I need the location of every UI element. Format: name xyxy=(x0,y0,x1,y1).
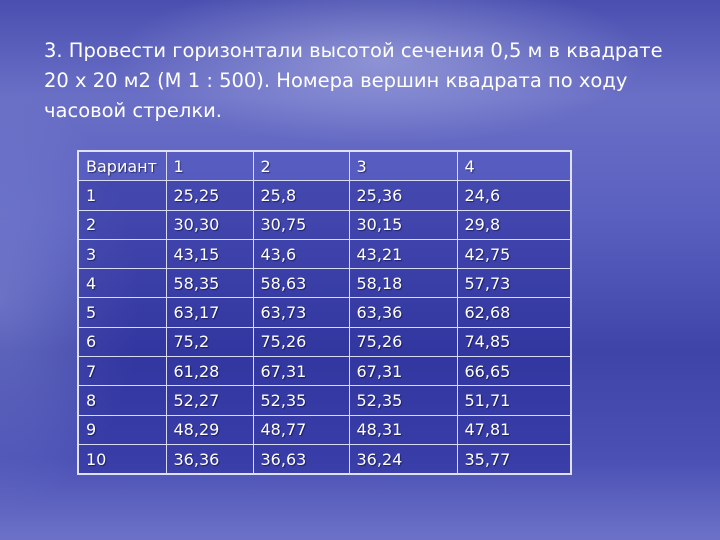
table-cell: 25,8 xyxy=(252,180,350,211)
header-cell: 4 xyxy=(456,150,572,182)
table-cell: 75,26 xyxy=(348,326,458,358)
header-cell: 3 xyxy=(348,150,458,182)
table-cell: 35,77 xyxy=(456,443,572,475)
variants-table: Вариант 1 2 3 4 1 25,25 25,8 25,36 24,6 2 30,30 30,7… xyxy=(77,150,572,476)
table-cell: 51,71 xyxy=(456,385,572,416)
table-row: 2 30,30 30,75 30,15 29,8 xyxy=(77,209,572,240)
table-cell: 58,18 xyxy=(348,268,458,299)
table-row: 4 58,35 58,63 58,18 57,73 xyxy=(77,268,572,299)
table-cell: 43,21 xyxy=(348,238,458,270)
table-cell: 43,15 xyxy=(165,238,254,270)
table-cell: 6 xyxy=(77,326,167,358)
table-cell: 42,75 xyxy=(456,238,572,270)
table-cell: 57,73 xyxy=(456,268,572,299)
table-cell: 4 xyxy=(77,268,167,299)
table-cell: 47,81 xyxy=(456,414,572,445)
table-row: 10 36,36 36,63 36,24 35,77 xyxy=(77,443,572,475)
table-cell: 58,35 xyxy=(165,268,254,299)
table-cell: 30,30 xyxy=(165,209,254,240)
table-cell: 75,2 xyxy=(165,326,254,358)
table-row: 8 52,27 52,35 52,35 51,71 xyxy=(77,385,572,416)
table-cell: 5 xyxy=(77,297,167,328)
header-row: Вариант 1 2 3 4 xyxy=(77,150,572,182)
table-cell: 48,31 xyxy=(348,414,458,445)
table-row: 5 63,17 63,73 63,36 62,68 xyxy=(77,297,572,328)
table-cell: 3 xyxy=(77,238,167,270)
table-cell: 29,8 xyxy=(456,209,572,240)
table-cell: 43,6 xyxy=(252,238,350,270)
table-cell: 52,35 xyxy=(252,385,350,416)
table-row: 1 25,25 25,8 25,36 24,6 xyxy=(77,180,572,211)
table-cell: 36,63 xyxy=(252,443,350,475)
table-cell: 63,36 xyxy=(348,297,458,328)
table-cell: 7 xyxy=(77,356,167,387)
table-cell: 36,24 xyxy=(348,443,458,475)
table-row: 6 75,2 75,26 75,26 74,85 xyxy=(77,326,572,358)
table-cell: 63,73 xyxy=(252,297,350,328)
header-cell: 1 xyxy=(165,150,254,182)
header-cell: Вариант xyxy=(77,150,167,182)
table-cell: 63,17 xyxy=(165,297,254,328)
table-cell: 52,27 xyxy=(165,385,254,416)
table-row: 9 48,29 48,77 48,31 47,81 xyxy=(77,414,572,445)
header-cell: 2 xyxy=(252,150,350,182)
table-row: 7 61,28 67,31 67,31 66,65 xyxy=(77,356,572,387)
table-cell: 30,15 xyxy=(348,209,458,240)
table-cell: 61,28 xyxy=(165,356,254,387)
table-cell: 48,77 xyxy=(252,414,350,445)
table-cell: 8 xyxy=(77,385,167,416)
table-cell: 1 xyxy=(77,180,167,211)
table-cell: 67,31 xyxy=(252,356,350,387)
table-cell: 48,29 xyxy=(165,414,254,445)
slide-title: 3. Провести горизонтали высотой сечения … xyxy=(44,39,663,122)
table-cell: 36,36 xyxy=(165,443,254,475)
table-cell: 75,26 xyxy=(252,326,350,358)
table-cell: 25,25 xyxy=(165,180,254,211)
table-cell: 67,31 xyxy=(348,356,458,387)
table-row: 3 43,15 43,6 43,21 42,75 xyxy=(77,238,572,270)
table-cell: 30,75 xyxy=(252,209,350,240)
table-cell: 9 xyxy=(77,414,167,445)
table-cell: 24,6 xyxy=(456,180,572,211)
table-cell: 58,63 xyxy=(252,268,350,299)
table-cell: 2 xyxy=(77,209,167,240)
table-cell: 10 xyxy=(77,443,167,475)
table-cell: 66,65 xyxy=(456,356,572,387)
table-cell: 74,85 xyxy=(456,326,572,358)
table-cell: 52,35 xyxy=(348,385,458,416)
table-cell: 62,68 xyxy=(456,297,572,328)
table-cell: 25,36 xyxy=(348,180,458,211)
